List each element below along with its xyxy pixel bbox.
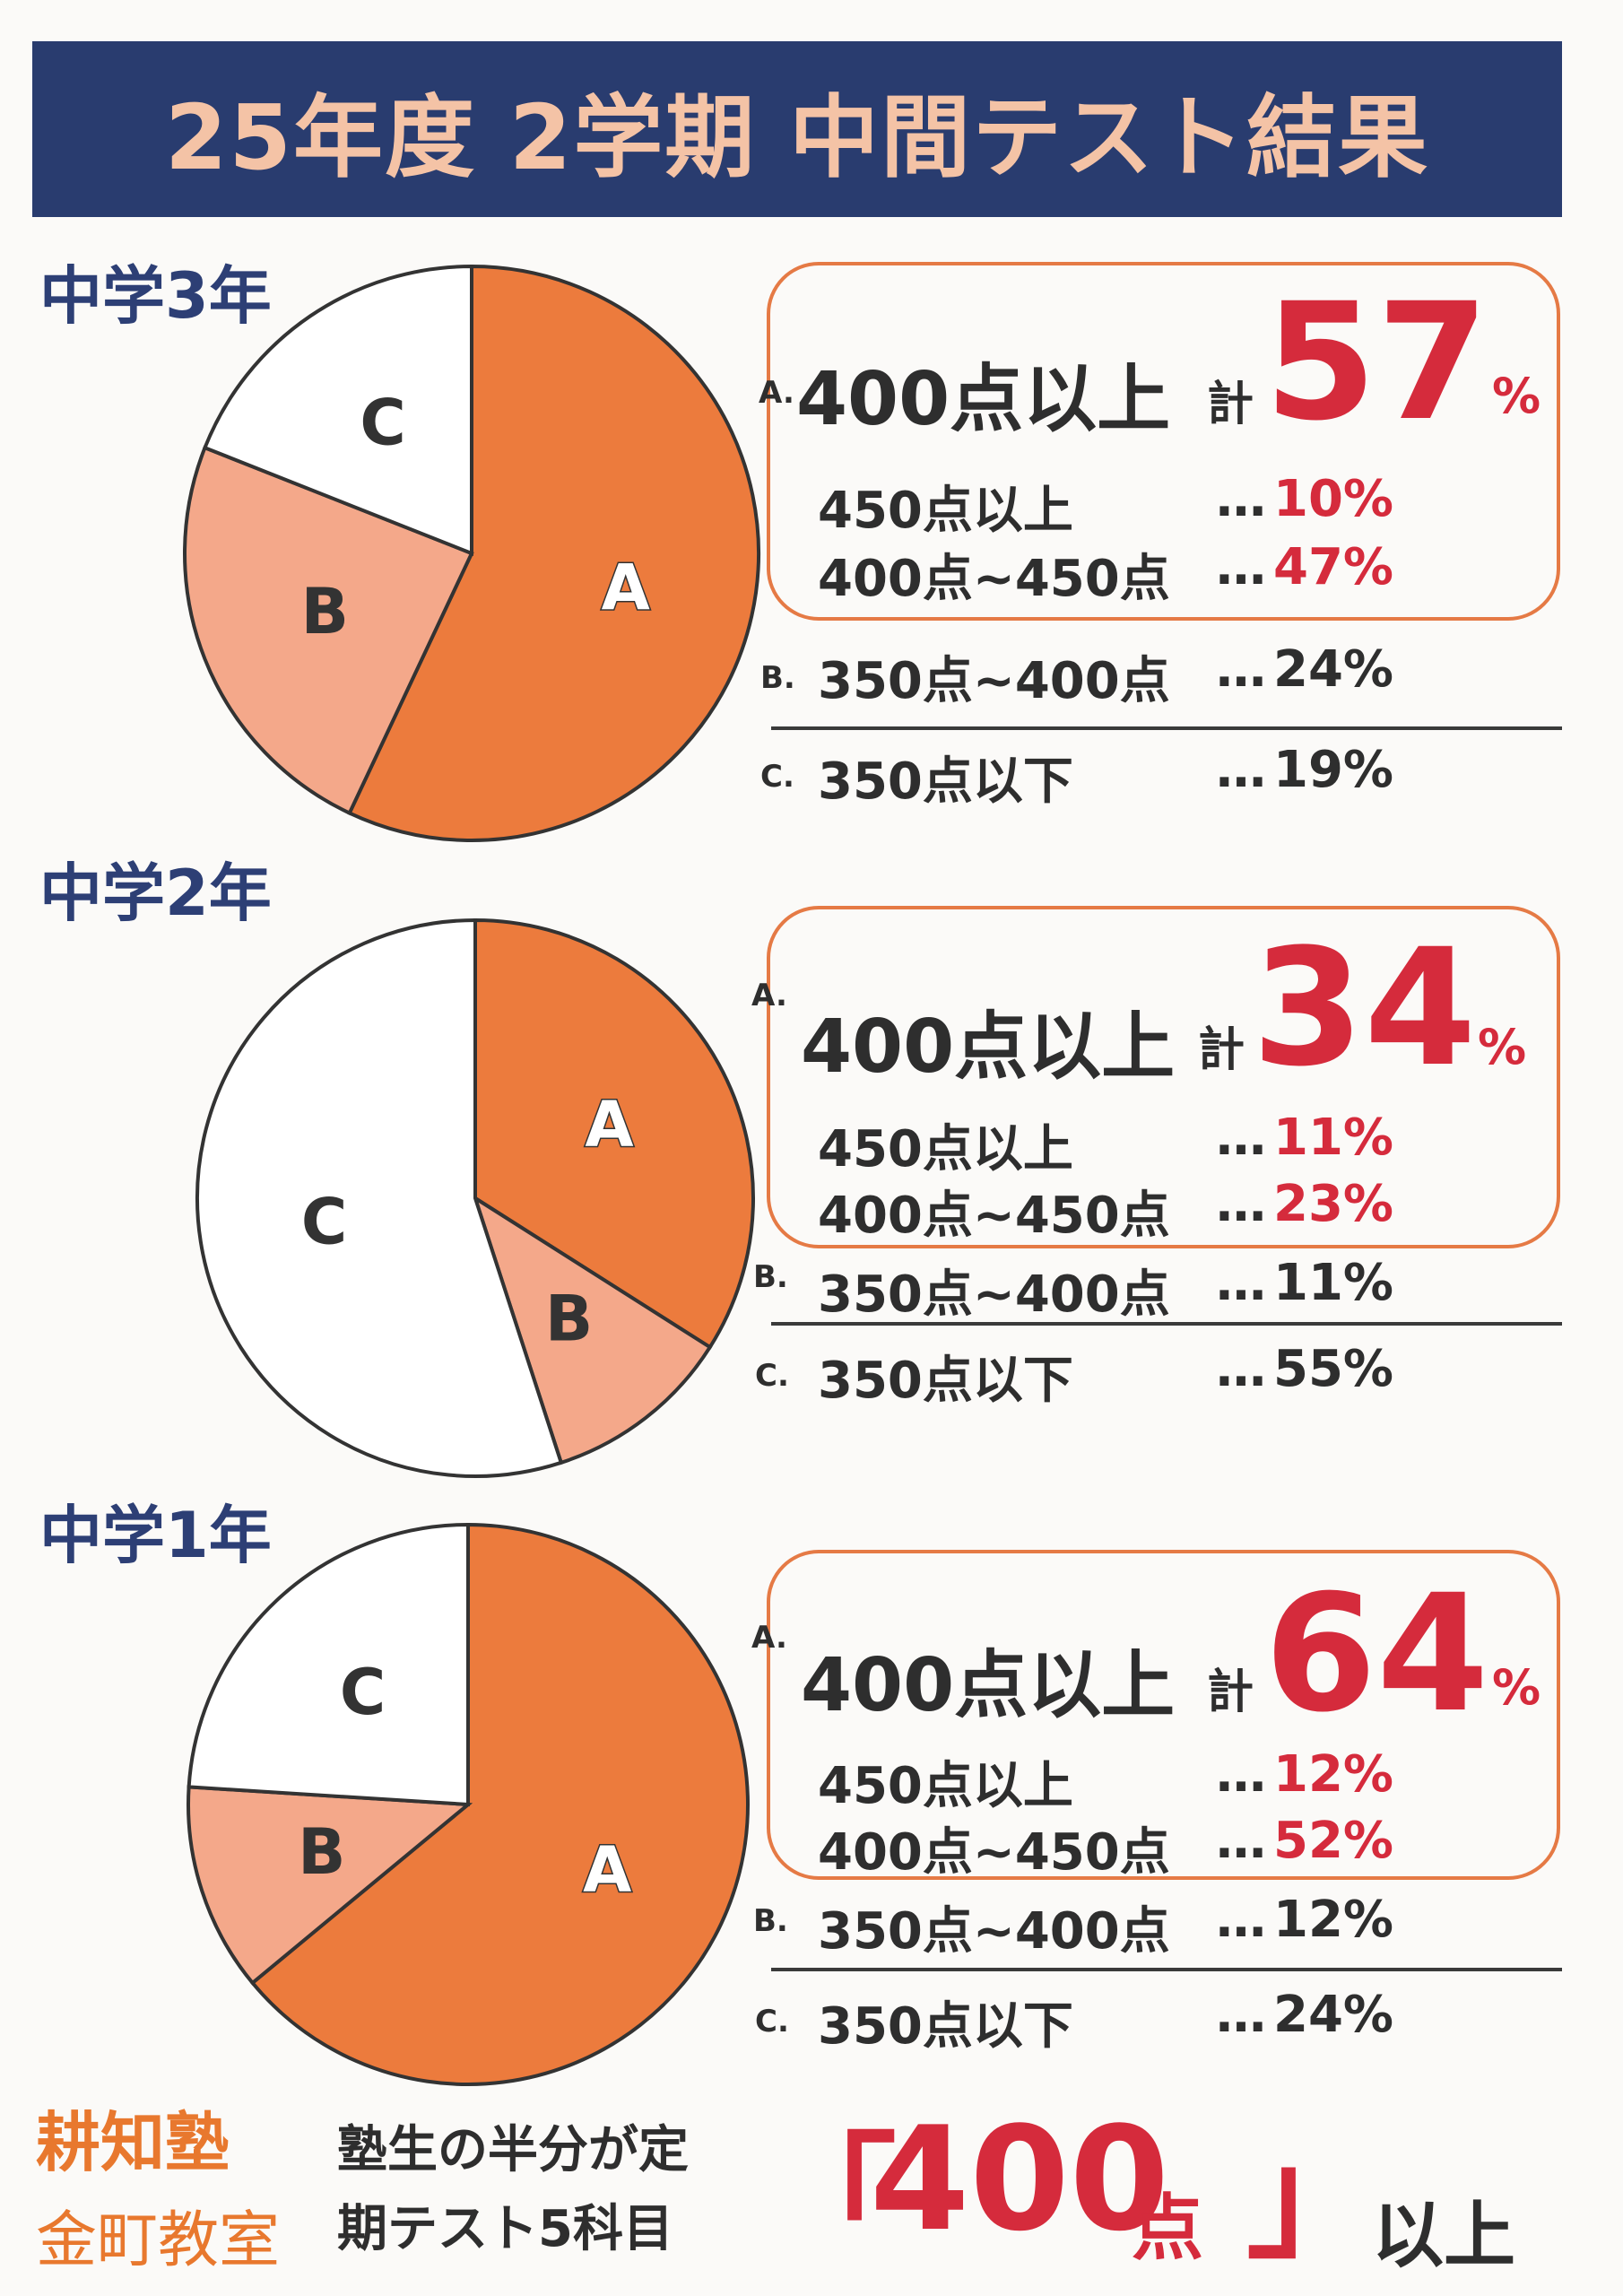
c-dots: …: [1216, 1986, 1266, 2044]
highlight-box-grade2: [767, 906, 1560, 1248]
b-dots: …: [1216, 1254, 1266, 1312]
footer-suffix: 以上: [1372, 2194, 1515, 2277]
c-dots: …: [1216, 741, 1266, 799]
c-value: 55%: [1273, 1340, 1394, 1398]
sub1-label: 450点以上: [818, 1757, 1073, 1815]
divider-rule: [771, 1968, 1562, 1971]
pie-label-a: A: [583, 1833, 631, 1907]
grade-heading-1: 中学1年: [39, 1499, 272, 1572]
total-unit: %: [1492, 1659, 1541, 1716]
sub2-dots: …: [1216, 538, 1266, 596]
grade-heading-2: 中学2年: [39, 857, 272, 930]
sub2-label: 400点~450点: [818, 1823, 1170, 1882]
b-value: 24%: [1273, 640, 1394, 699]
b-value: 12%: [1273, 1891, 1394, 1949]
pie-slice-c: [195, 918, 564, 1478]
branch-name: 金町教室: [36, 2205, 281, 2276]
total-prefix: 計: [1207, 378, 1254, 431]
sub1-dots: …: [1216, 1745, 1266, 1804]
pie-label-b: B: [301, 575, 349, 648]
divider-rule: [771, 1322, 1562, 1326]
pie-slice-c: [187, 1522, 470, 1807]
pie-label-b: B: [545, 1283, 593, 1356]
pie-label-c: C: [301, 1186, 347, 1259]
pie-slice-a: [249, 1522, 750, 2086]
b-text: 350点~400点: [818, 1265, 1170, 1324]
pie-label-c: C: [360, 386, 405, 459]
sub2-value: 23%: [1273, 1175, 1394, 1233]
pie-slice-b: [183, 445, 474, 816]
open-bracket: 「: [762, 2121, 898, 2277]
sub1-value: 10%: [1273, 470, 1394, 528]
sub2-value: 47%: [1273, 538, 1394, 596]
pie-label-b: B: [298, 1815, 345, 1889]
total-value: 57: [1264, 269, 1489, 457]
a-label: A.: [751, 978, 787, 1013]
b-dots: …: [1216, 640, 1266, 699]
pie-label-c: C: [340, 1656, 386, 1729]
b-label: B.: [753, 1903, 788, 1939]
big-score: 400: [870, 2095, 1169, 2263]
b-text: 350点~400点: [818, 652, 1170, 710]
c-text: 350点以下: [818, 1352, 1073, 1410]
a-text: 400点以上: [796, 357, 1171, 442]
b-dots: …: [1216, 1891, 1266, 1949]
sub2-label: 400点~450点: [818, 550, 1170, 608]
highlight-box-grade1: [767, 1550, 1560, 1880]
c-label: C.: [760, 759, 794, 795]
b-text: 350点~400点: [818, 1902, 1170, 1961]
close-bracket: 」: [1246, 2121, 1382, 2277]
pie-label-a: A: [602, 551, 650, 624]
a-label: A.: [751, 1620, 787, 1656]
grade-heading-3: 中学3年: [39, 259, 272, 333]
total-prefix: 計: [1207, 1665, 1254, 1719]
highlight-box-grade3: [767, 262, 1560, 621]
a-label: A.: [759, 375, 794, 411]
sub2-label: 400点~450点: [818, 1187, 1170, 1245]
sub1-dots: …: [1216, 470, 1266, 528]
sub1-value: 12%: [1273, 1745, 1394, 1804]
pie-label-a: A: [585, 1088, 633, 1161]
total-value: 64: [1264, 1561, 1489, 1748]
c-text: 350点以下: [818, 752, 1073, 811]
total-prefix: 計: [1198, 1023, 1245, 1077]
pie-slice-a: [347, 264, 760, 842]
page-title: 25年度 2学期 中間テスト結果: [164, 84, 1430, 190]
total-unit: %: [1492, 368, 1541, 424]
school-name: 耕知塾: [36, 2105, 230, 2180]
c-value: 24%: [1273, 1986, 1394, 2044]
big-unit: 点: [1132, 2187, 1203, 2270]
footer-line1: 塾生の半分が定: [337, 2121, 689, 2179]
sub1-label: 450点以上: [818, 482, 1073, 540]
c-label: C.: [755, 1358, 789, 1394]
divider-rule: [771, 726, 1562, 730]
sub1-label: 450点以上: [818, 1120, 1073, 1178]
c-dots: …: [1216, 1340, 1266, 1398]
pie-slice-c: [202, 264, 473, 556]
total-unit: %: [1478, 1019, 1527, 1075]
b-label: B.: [753, 1259, 788, 1295]
b-value: 11%: [1273, 1254, 1394, 1312]
footer-line2: 期テスト5科目: [337, 2200, 673, 2258]
sub1-value: 11%: [1273, 1109, 1394, 1167]
sub2-value: 52%: [1273, 1812, 1394, 1870]
title-banner: 25年度 2学期 中間テスト結果: [32, 41, 1562, 217]
pie-slice-b: [472, 1194, 713, 1465]
b-label: B.: [760, 660, 795, 696]
sub2-dots: …: [1216, 1175, 1266, 1233]
sub1-dots: …: [1216, 1109, 1266, 1167]
c-text: 350点以下: [818, 1997, 1073, 2056]
sub2-dots: …: [1216, 1812, 1266, 1870]
c-label: C.: [755, 2004, 789, 2039]
pie-slice-b: [187, 1785, 473, 1986]
a-text: 400点以上: [801, 1004, 1176, 1090]
total-value: 34: [1252, 915, 1477, 1102]
c-value: 19%: [1273, 741, 1394, 799]
a-text: 400点以上: [801, 1643, 1176, 1728]
